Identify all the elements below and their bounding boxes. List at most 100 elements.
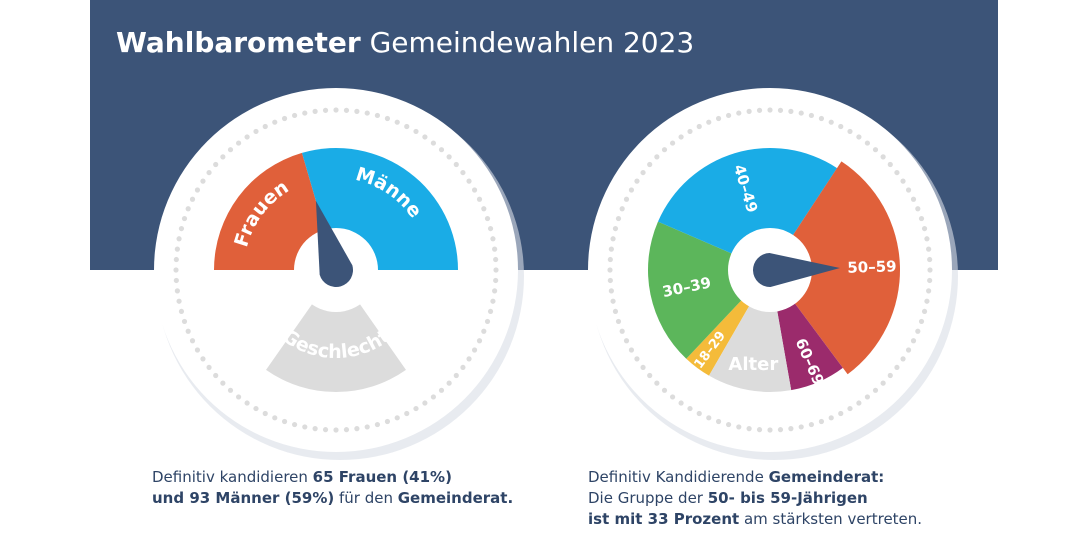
age-tick-dot	[706, 415, 712, 421]
caption-text: Die Gruppe der	[588, 489, 708, 507]
caption-bold: Gemeinderat:	[768, 468, 885, 486]
age-tick-dot	[798, 110, 804, 116]
caption-text: für den	[334, 489, 398, 507]
age-tick-dot	[725, 112, 732, 119]
gender-tick-dot	[354, 108, 360, 114]
age-tick-dot	[634, 178, 640, 184]
alter-label: Alter	[728, 354, 778, 375]
age-tick-dot	[687, 405, 693, 412]
gender-tick-dot	[460, 169, 466, 176]
gender-tick-dot	[430, 394, 437, 400]
gender-tick-dot	[206, 364, 212, 371]
caption-bold: 65 Frauen (41%)	[312, 468, 452, 486]
gender-tick-dot	[413, 128, 419, 135]
gender-tick-dot	[438, 387, 445, 393]
gender-tick-dot	[438, 147, 445, 153]
age-30-39-slice	[648, 221, 770, 359]
gender-tick-dot	[333, 427, 339, 433]
gender-tick-dot	[194, 347, 201, 353]
gender-tick-dot	[312, 108, 318, 114]
title-bold: Wahlbarometer	[116, 26, 361, 59]
age-tick-dot	[880, 154, 886, 160]
gender-caption: Definitiv kandidieren 65 Frauen (41%) und…	[152, 467, 513, 509]
gender-tick-dot	[492, 246, 498, 252]
age-tick-dot	[669, 394, 676, 400]
gender-tick-dot	[220, 154, 226, 160]
gender-tick-dot	[394, 119, 400, 125]
caption-text: Definitiv Kandidierende	[588, 468, 769, 486]
age-caption: Definitiv Kandidierende Gemeinderat: Die …	[588, 467, 922, 530]
gender-tick-dot	[453, 372, 459, 379]
gender-tick-dot	[476, 196, 483, 202]
age-tick-dot	[808, 421, 815, 428]
gender-tick-dot	[178, 308, 185, 315]
age-tick-dot	[808, 112, 815, 119]
age-tick-dot	[926, 246, 932, 252]
gender-tick-dot	[394, 415, 400, 421]
title-regular: Gemeindewahlen 2023	[369, 26, 695, 59]
gender-tick-dot	[493, 277, 499, 284]
gender-tick-dot	[312, 426, 318, 432]
age-tick-dot	[756, 107, 763, 113]
age-tick-dot	[894, 364, 900, 371]
gender-tick-dot	[213, 372, 219, 379]
gender-tick-dot	[281, 418, 288, 425]
gender-tick-dot	[343, 427, 350, 433]
gender-tick-dot	[213, 161, 219, 168]
gender-tick-dot	[487, 308, 494, 315]
gender-tick-dot	[481, 328, 487, 334]
gender-tick-dot	[354, 426, 360, 432]
age-tick-dot	[715, 115, 722, 122]
age-tick-dot	[828, 415, 834, 421]
gender-tick-dot	[404, 410, 410, 417]
gender-tick-dot	[173, 256, 179, 263]
age-tick-dot	[910, 196, 917, 202]
gender-tick-dot	[460, 364, 466, 371]
age-tick-dot	[927, 267, 933, 273]
gender-tick-dot	[281, 115, 288, 122]
age-tick-dot	[872, 387, 879, 393]
age-tick-dot	[838, 123, 844, 130]
gender-tick-dot	[200, 178, 206, 184]
age-tick-dot	[615, 215, 622, 222]
gender-tick-dot	[384, 115, 391, 122]
gender-tick-dot	[244, 134, 250, 140]
gender-tick-dot	[364, 424, 370, 430]
age-tick-dot	[777, 107, 784, 113]
age-tick-dot	[924, 298, 930, 304]
caption-bold: Gemeinderat.	[397, 489, 514, 507]
gender-tick-dot	[200, 356, 206, 362]
gender-tick-dot	[253, 128, 259, 135]
age-tick-dot	[654, 380, 660, 386]
age-tick-dot	[615, 318, 622, 325]
age-tick-dot	[910, 338, 917, 344]
age-tick-dot	[628, 187, 635, 193]
age-tick-dot	[678, 134, 684, 140]
age-tick-dot	[661, 147, 668, 153]
age-tick-dot	[864, 140, 871, 146]
gender-tick-dot	[244, 400, 250, 406]
gender-tick-dot	[466, 178, 472, 184]
age-tick-dot	[608, 288, 614, 294]
gender-tick-dot	[189, 338, 196, 344]
age-tick-dot	[918, 318, 925, 325]
gender-tick-dot	[173, 267, 179, 273]
age-tick-dot	[788, 108, 794, 114]
gender-tick-dot	[446, 154, 452, 160]
age-tick-dot	[715, 418, 722, 425]
gender-tick-dot	[174, 246, 180, 252]
gender-tick-dot	[422, 400, 428, 406]
gender-tick-dot	[374, 421, 381, 428]
gender-tick-dot	[466, 356, 472, 362]
gender-tick-dot	[291, 421, 298, 428]
page-title: Wahlbarometer Gemeindewahlen 2023	[116, 26, 694, 59]
gender-tick-dot	[181, 215, 188, 222]
age-tick-dot	[788, 426, 794, 432]
gender-tick-dot	[322, 427, 329, 433]
age-tick-dot	[607, 267, 613, 273]
age-tick-dot	[905, 347, 912, 353]
age-tick-dot	[619, 328, 625, 334]
gender-tick-dot	[206, 169, 212, 176]
gender-tick-dot	[490, 298, 496, 304]
